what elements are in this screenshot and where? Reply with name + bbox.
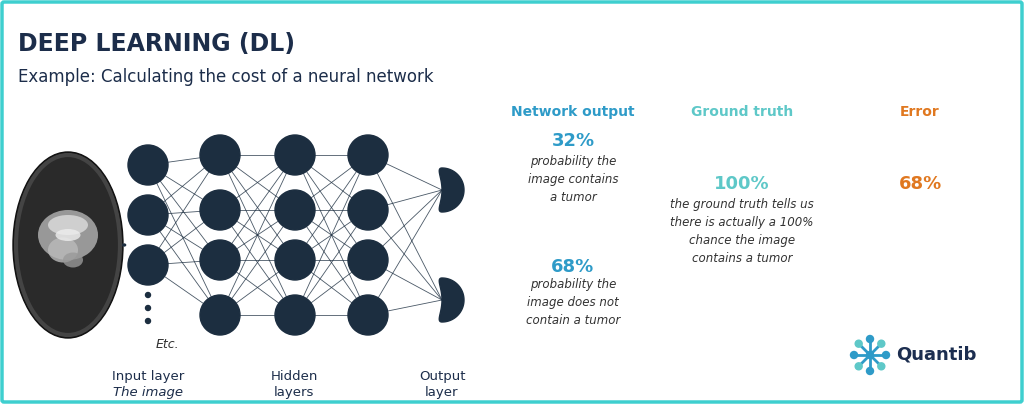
Ellipse shape	[128, 195, 168, 235]
Text: 68%: 68%	[898, 175, 942, 193]
Text: Ground truth: Ground truth	[691, 105, 794, 119]
Ellipse shape	[145, 305, 151, 311]
Polygon shape	[439, 278, 464, 322]
Ellipse shape	[851, 351, 857, 358]
Ellipse shape	[348, 135, 388, 175]
Ellipse shape	[866, 351, 873, 358]
Ellipse shape	[48, 238, 78, 263]
Ellipse shape	[38, 210, 98, 260]
Text: the ground truth tells us
there is actually a 100%
chance the image
contains a t: the ground truth tells us there is actua…	[670, 198, 814, 265]
Ellipse shape	[348, 240, 388, 280]
Text: Network output: Network output	[511, 105, 635, 119]
Ellipse shape	[348, 295, 388, 335]
Text: probability the
image contains
a tumor: probability the image contains a tumor	[527, 155, 618, 204]
Text: probability the
image does not
contain a tumor: probability the image does not contain a…	[525, 278, 621, 327]
Ellipse shape	[200, 240, 240, 280]
Ellipse shape	[878, 340, 885, 347]
Ellipse shape	[855, 340, 862, 347]
Ellipse shape	[16, 155, 120, 335]
Ellipse shape	[13, 152, 123, 338]
Ellipse shape	[275, 190, 315, 230]
Polygon shape	[439, 168, 464, 212]
Text: 100%: 100%	[714, 175, 770, 193]
Ellipse shape	[128, 145, 168, 185]
Text: DEEP LEARNING (DL): DEEP LEARNING (DL)	[18, 32, 295, 56]
Ellipse shape	[878, 363, 885, 370]
Text: 32%: 32%	[552, 132, 595, 150]
Ellipse shape	[866, 335, 873, 343]
Ellipse shape	[55, 229, 81, 241]
Text: 68%: 68%	[551, 258, 595, 276]
Ellipse shape	[855, 363, 862, 370]
Ellipse shape	[883, 351, 890, 358]
Ellipse shape	[63, 252, 83, 267]
Ellipse shape	[348, 190, 388, 230]
Ellipse shape	[48, 215, 88, 235]
Ellipse shape	[145, 318, 151, 324]
Ellipse shape	[275, 135, 315, 175]
Ellipse shape	[275, 240, 315, 280]
Text: Error: Error	[900, 105, 940, 119]
Ellipse shape	[200, 190, 240, 230]
Ellipse shape	[275, 295, 315, 335]
Text: Etc.: Etc.	[156, 338, 179, 351]
Ellipse shape	[200, 135, 240, 175]
Ellipse shape	[866, 368, 873, 375]
Text: Hidden
layers: Hidden layers	[270, 370, 318, 399]
Ellipse shape	[145, 292, 151, 297]
Text: Input layer: Input layer	[112, 370, 184, 383]
Ellipse shape	[128, 245, 168, 285]
Text: Quantib: Quantib	[896, 346, 976, 364]
Text: Output
layer: Output layer	[419, 370, 465, 399]
Text: Example: Calculating the cost of a neural network: Example: Calculating the cost of a neura…	[18, 68, 433, 86]
Text: The image: The image	[113, 386, 183, 399]
Ellipse shape	[200, 295, 240, 335]
